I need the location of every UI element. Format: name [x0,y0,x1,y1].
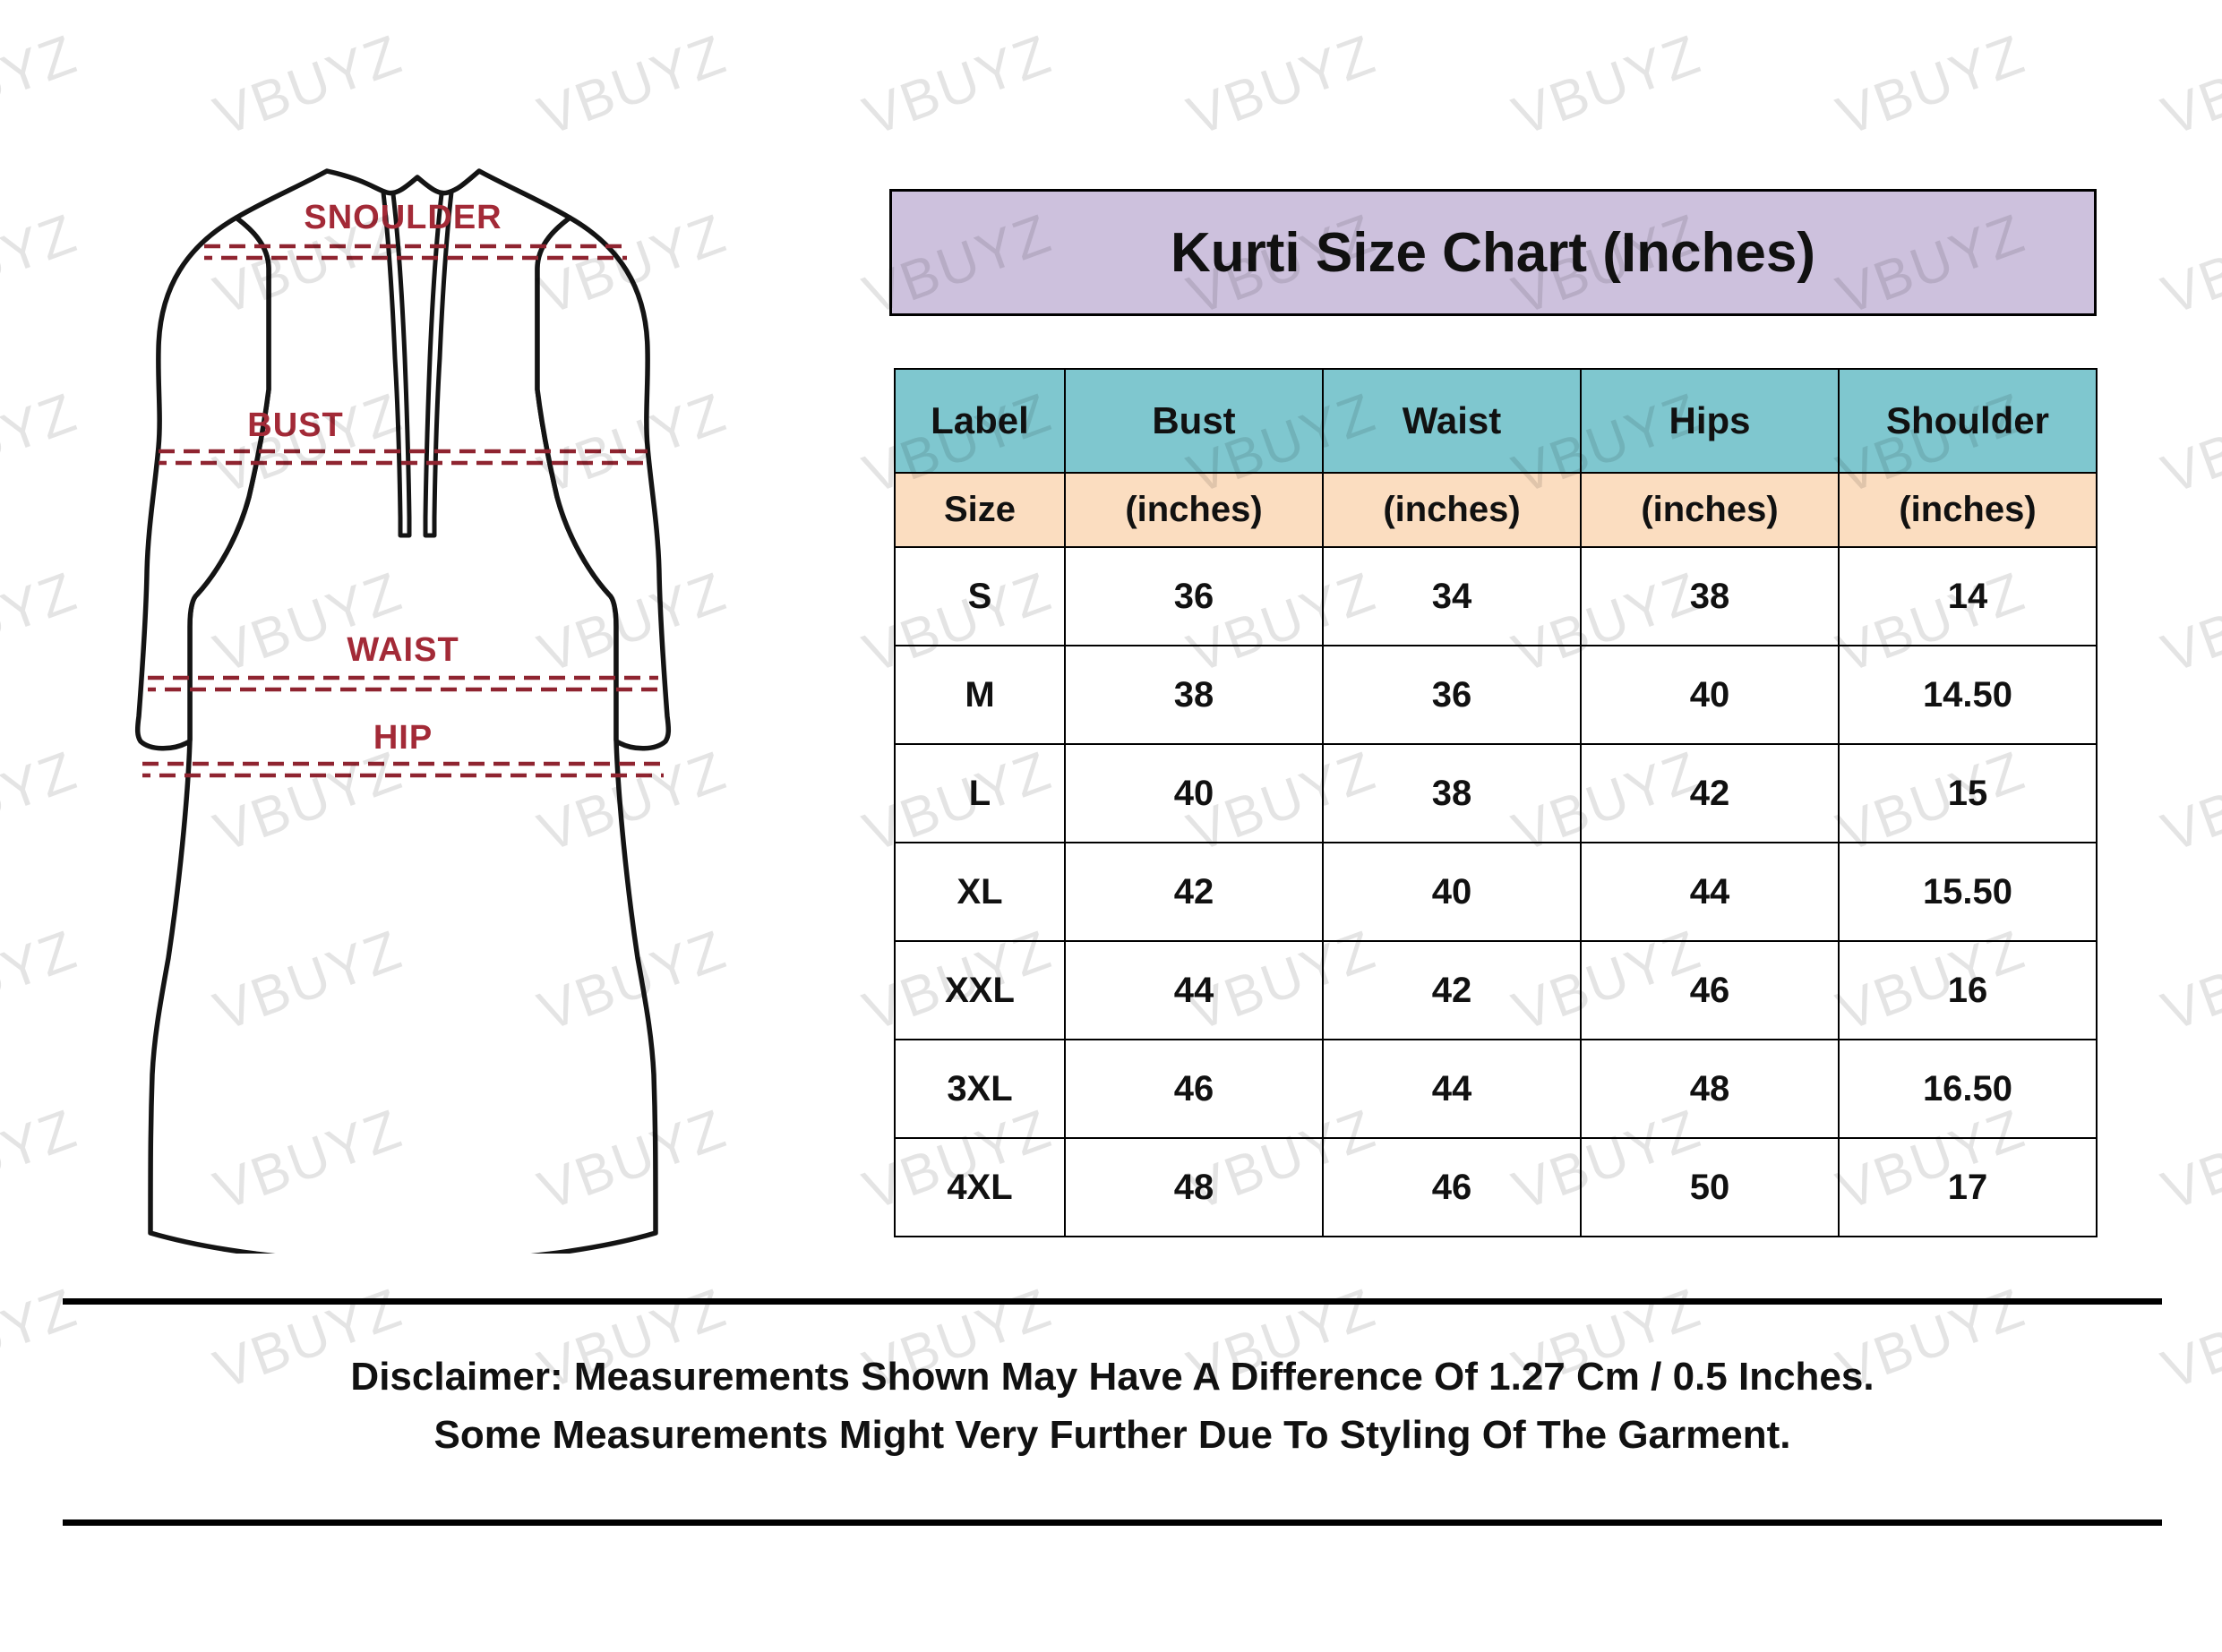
svg-text:WAIST: WAIST [347,631,459,669]
svg-text:SNOULDER: SNOULDER [304,199,502,236]
svg-text:HIP: HIP [373,719,433,757]
svg-text:BUST: BUST [247,407,343,444]
